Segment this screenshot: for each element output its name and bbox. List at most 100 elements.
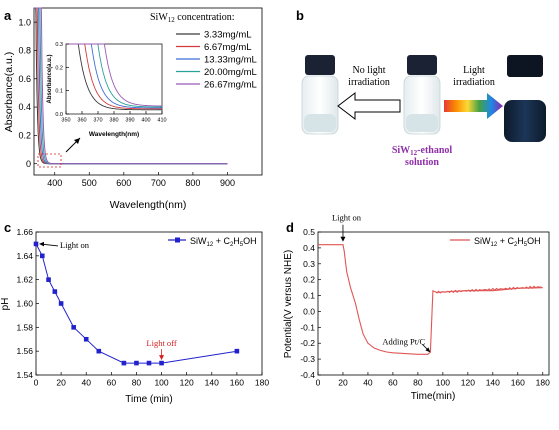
x-tick-label: 160 bbox=[511, 378, 525, 388]
panel-a-inset: 350 360 370 380 390 400 410 0.0 0.1 0.2 0.3 Wavele… bbox=[47, 42, 167, 138]
x-tick-label: 140 bbox=[486, 378, 500, 388]
light-text-2: irradiation bbox=[453, 77, 495, 88]
light-on-label: Light on bbox=[332, 213, 362, 223]
panel-label-c: c bbox=[4, 220, 11, 235]
x-tick-label: 360 bbox=[77, 118, 86, 124]
ph-point bbox=[134, 360, 139, 366]
y-tick-label: 0.4 bbox=[303, 243, 315, 253]
light-off-label: Light off bbox=[146, 338, 176, 348]
y-tick-label: 1.0 bbox=[18, 17, 31, 27]
y-tick-label: 1.60 bbox=[16, 298, 33, 308]
x-tick-label: 410 bbox=[157, 118, 166, 124]
panel-a-xlabel: Wavelength(nm) bbox=[110, 199, 187, 211]
y-tick-label: 0.6 bbox=[18, 74, 31, 84]
x-tick-label: 100 bbox=[436, 378, 450, 388]
x-tick-label: 180 bbox=[255, 378, 269, 388]
y-tick-label: -0.1 bbox=[300, 322, 315, 332]
light-on-arrowhead bbox=[340, 236, 346, 242]
x-tick-label: 160 bbox=[230, 378, 244, 388]
y-tick-label: 1.62 bbox=[16, 275, 33, 285]
y-tick-label: 1.66 bbox=[16, 227, 33, 237]
ph-line bbox=[35, 243, 237, 364]
panel-a-ylabel: Absorbance(a.u.) bbox=[3, 52, 15, 133]
panel-a-zoom-arrowhead bbox=[74, 138, 80, 144]
panel-d-legend-label: SiW12 + C2H5OH bbox=[474, 236, 541, 248]
panel-b-diagram: No light irradiation Light irradiation S… bbox=[301, 55, 546, 168]
panel-a-frame bbox=[33, 7, 263, 176]
y-tick-label: 0.0 bbox=[55, 112, 63, 118]
x-tick-label: 350 bbox=[61, 118, 70, 124]
ph-point bbox=[52, 289, 58, 294]
panel-c-xlabel: Time (min) bbox=[125, 394, 172, 405]
inset-series-line bbox=[66, 43, 162, 107]
panel-a-legend-title: SiW12 concentration: bbox=[150, 12, 234, 24]
legend-label: 26.67mg/mL bbox=[204, 80, 257, 91]
y-tick-label: 0.1 bbox=[303, 291, 315, 301]
legend-label: 3.33mg/mL bbox=[204, 30, 252, 41]
ph-point bbox=[71, 325, 76, 330]
vial-no-light bbox=[301, 55, 339, 135]
x-tick-label: 900 bbox=[220, 178, 235, 188]
x-tick-label: 40 bbox=[363, 378, 373, 388]
y-tick-label: -0.3 bbox=[300, 354, 315, 364]
y-tick-label: 0.3 bbox=[55, 42, 63, 48]
legend-label: 20.00mg/mL bbox=[204, 67, 257, 78]
series-line bbox=[34, 7, 228, 165]
panel-a-zoom-box bbox=[37, 153, 62, 168]
solution-label-2: solution bbox=[405, 157, 439, 168]
panel-d-xlabel: Time(min) bbox=[411, 391, 456, 402]
panel-c-legend-label: SiW12 + C2H5OH bbox=[190, 236, 257, 248]
panel-d-chart: 0 20 40 60 80 100 120 140 160 180 -0.4 -0.3 -0.2 -0.1… bbox=[283, 213, 550, 402]
x-tick-label: 100 bbox=[154, 378, 168, 388]
potential-line-tail bbox=[436, 285, 542, 294]
x-tick-label: 0 bbox=[316, 378, 321, 388]
y-tick-label: 0.0 bbox=[303, 306, 315, 316]
x-tick-label: 390 bbox=[125, 118, 134, 124]
x-tick-label: 400 bbox=[141, 118, 150, 124]
x-tick-label: 60 bbox=[107, 378, 117, 388]
inset-series-line bbox=[66, 43, 162, 111]
x-tick-label: 180 bbox=[536, 378, 550, 388]
adding-ptc-arrowhead bbox=[425, 347, 431, 353]
vial-initial bbox=[403, 55, 441, 135]
light-off-arrowhead bbox=[159, 355, 165, 361]
panel-d-frame bbox=[317, 231, 550, 376]
x-tick-label: 80 bbox=[132, 378, 142, 388]
panel-c-ylabel: pH bbox=[0, 298, 11, 311]
y-tick-label: 0.2 bbox=[303, 275, 315, 285]
light-text-1: Light bbox=[463, 65, 485, 76]
y-tick-label: -0.4 bbox=[300, 370, 315, 380]
panel-c-frame bbox=[35, 231, 263, 376]
y-tick-label: 1.54 bbox=[16, 370, 33, 380]
x-tick-label: 0 bbox=[34, 378, 39, 388]
light-on-arrowhead bbox=[39, 241, 44, 247]
y-tick-label: 0.8 bbox=[18, 46, 31, 56]
ph-point bbox=[121, 360, 127, 366]
x-tick-label: 800 bbox=[185, 178, 200, 188]
x-tick-label: 120 bbox=[180, 378, 194, 388]
inset-ylabel: Absorbance(a.u.) bbox=[47, 54, 53, 103]
ph-point bbox=[33, 241, 39, 247]
y-tick-label: 0.2 bbox=[55, 65, 63, 71]
panel-c-legend-marker bbox=[175, 237, 180, 243]
x-tick-label: 80 bbox=[413, 378, 423, 388]
light-arrow bbox=[444, 93, 503, 119]
x-tick-label: 500 bbox=[82, 178, 97, 188]
ph-point bbox=[96, 348, 102, 354]
light-on-label: Light on bbox=[60, 240, 90, 250]
ph-point bbox=[58, 301, 64, 306]
x-tick-label: 380 bbox=[109, 118, 118, 124]
y-tick-label: 0.2 bbox=[18, 131, 31, 141]
ph-point bbox=[159, 360, 164, 366]
y-tick-label: 0.3 bbox=[303, 259, 315, 269]
no-light-text-1: No light bbox=[352, 65, 385, 76]
ph-point bbox=[146, 360, 152, 366]
panel-a-chart: 400 500 600 700 800 900 0 0.2 0.4 0.6 0.8 1.0 Wavel… bbox=[3, 7, 263, 211]
x-tick-label: 20 bbox=[56, 378, 66, 388]
panel-label-a: a bbox=[4, 8, 12, 23]
ph-point bbox=[39, 253, 45, 259]
vial-light bbox=[504, 55, 546, 142]
x-tick-label: 40 bbox=[81, 378, 91, 388]
y-tick-label: 1.56 bbox=[16, 346, 33, 356]
ph-point bbox=[234, 348, 240, 354]
